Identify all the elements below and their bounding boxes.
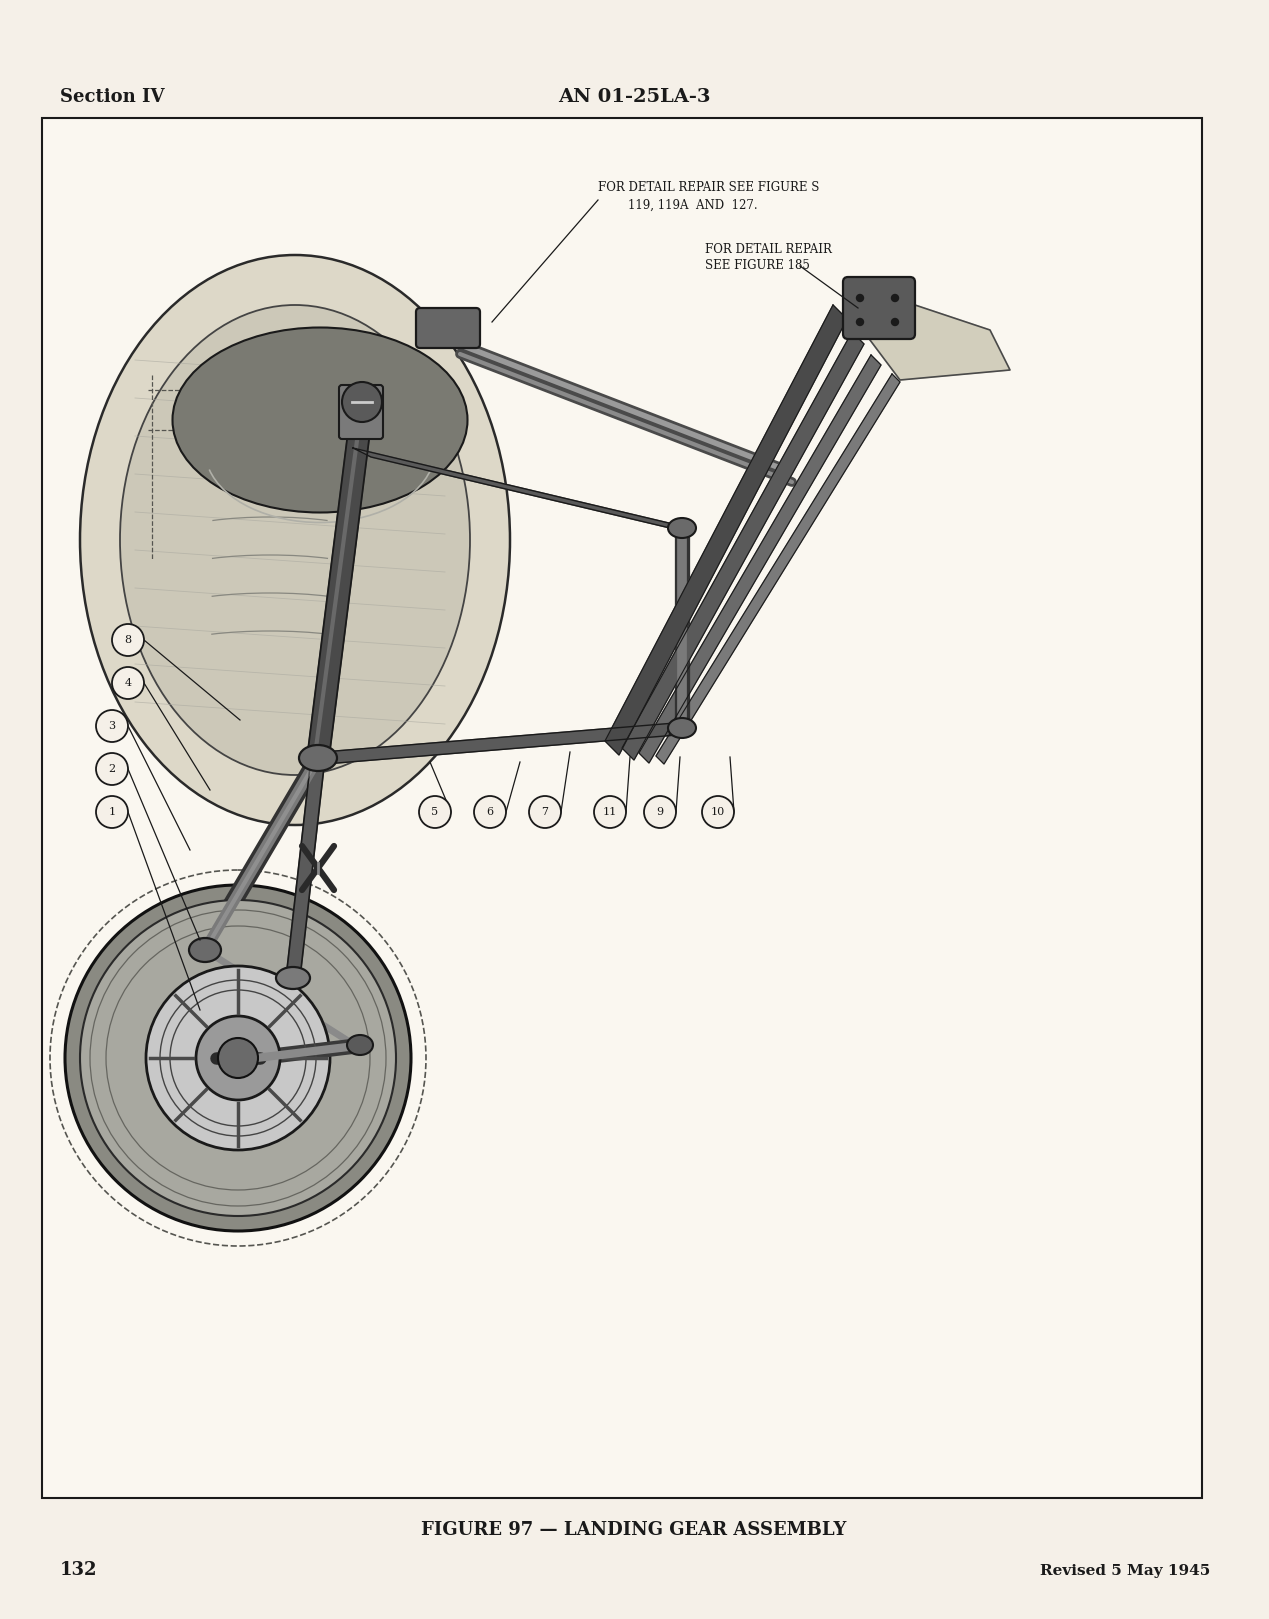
Text: 7: 7 [542, 806, 548, 818]
Polygon shape [286, 758, 325, 978]
Circle shape [80, 900, 396, 1216]
Circle shape [892, 319, 898, 325]
Text: 2: 2 [108, 764, 115, 774]
Circle shape [857, 319, 863, 325]
Circle shape [65, 886, 411, 1230]
Text: SEE FIGURE 185: SEE FIGURE 185 [706, 259, 810, 272]
Ellipse shape [667, 518, 695, 538]
Circle shape [96, 753, 128, 785]
Circle shape [218, 1038, 258, 1078]
Bar [42, 118, 1202, 1498]
Circle shape [529, 797, 561, 827]
Text: 119, 119A  AND  127.: 119, 119A AND 127. [628, 199, 758, 212]
FancyBboxPatch shape [843, 277, 915, 338]
Ellipse shape [275, 967, 310, 989]
Ellipse shape [667, 717, 695, 738]
Text: FOR DETAIL REPAIR SEE FIGURE S: FOR DETAIL REPAIR SEE FIGURE S [598, 181, 820, 194]
Circle shape [96, 711, 128, 742]
Text: 9: 9 [656, 806, 664, 818]
Text: 4: 4 [124, 678, 132, 688]
Ellipse shape [173, 327, 467, 513]
Ellipse shape [346, 1035, 373, 1056]
Text: 5: 5 [431, 806, 439, 818]
Polygon shape [640, 355, 881, 763]
Circle shape [702, 797, 733, 827]
Circle shape [112, 623, 143, 656]
Text: 11: 11 [603, 806, 617, 818]
Text: AN 01-25LA-3: AN 01-25LA-3 [558, 87, 711, 105]
Circle shape [419, 797, 450, 827]
Text: 1: 1 [108, 806, 115, 818]
Circle shape [892, 295, 898, 301]
Polygon shape [605, 304, 846, 754]
Circle shape [594, 797, 626, 827]
Circle shape [96, 797, 128, 827]
Text: 6: 6 [486, 806, 494, 818]
FancyBboxPatch shape [416, 308, 480, 348]
FancyBboxPatch shape [339, 385, 383, 439]
Text: 3: 3 [108, 720, 115, 732]
Text: 8: 8 [124, 635, 132, 644]
Text: 10: 10 [711, 806, 725, 818]
Circle shape [112, 667, 143, 699]
Circle shape [475, 797, 506, 827]
Polygon shape [353, 448, 692, 533]
Text: Revised 5 May 1945: Revised 5 May 1945 [1039, 1564, 1211, 1579]
Polygon shape [871, 290, 1010, 380]
Ellipse shape [121, 304, 470, 776]
Polygon shape [622, 332, 864, 759]
Circle shape [643, 797, 676, 827]
Ellipse shape [189, 937, 221, 962]
Text: FIGURE 97 — LANDING GEAR ASSEMBLY: FIGURE 97 — LANDING GEAR ASSEMBLY [421, 1520, 846, 1540]
Polygon shape [307, 408, 373, 758]
Circle shape [146, 967, 330, 1149]
Circle shape [857, 295, 863, 301]
Circle shape [195, 1017, 280, 1099]
Polygon shape [311, 724, 689, 764]
Ellipse shape [299, 745, 338, 771]
Polygon shape [656, 374, 900, 764]
Ellipse shape [80, 256, 510, 826]
Text: 132: 132 [60, 1561, 98, 1579]
Text: FOR DETAIL REPAIR: FOR DETAIL REPAIR [706, 243, 832, 256]
Circle shape [343, 382, 382, 423]
Text: Section IV: Section IV [60, 87, 165, 105]
